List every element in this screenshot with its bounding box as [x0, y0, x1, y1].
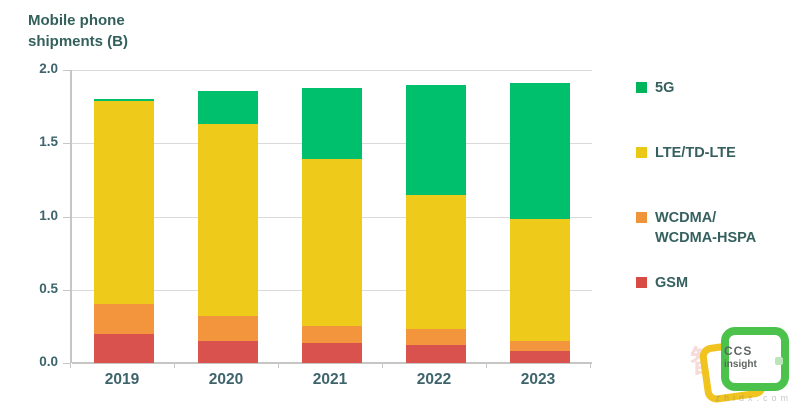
legend-label-gsm: GSM [655, 275, 689, 292]
x-axis-label-2022: 2022 [416, 371, 452, 388]
bar-segment-gsm-2022 [406, 345, 466, 363]
bar-2021 [302, 87, 362, 363]
legend-item-lte-td-lte: LTE/TD-LTE [636, 144, 756, 164]
legend-item-wcdma-wcdma-hspa: WCDMA/ WCDMA-HSPA [636, 209, 756, 248]
gsm-swatch-icon [636, 277, 647, 289]
logo-text-line2: insight [724, 358, 757, 370]
x-axis-label-2023: 2023 [520, 371, 556, 388]
y-axis-label: 0.5 [39, 280, 58, 296]
bar-segment-wcdma-wcdma-hspa-2023 [510, 341, 570, 352]
ccs-insight-logo: CCS insight [698, 327, 792, 405]
x-axis-tick [70, 363, 71, 368]
legend: 5G LTE/TD-LTE WCDMA/ WCDMA-HSPA GSM [636, 79, 756, 294]
bar-segment-lte-td-lte-2020 [198, 124, 258, 317]
y-axis-tick [63, 70, 71, 71]
bar-2023 [510, 83, 570, 363]
bar-segment-5g-2019 [94, 99, 154, 101]
bar-segment-wcdma-wcdma-hspa-2021 [302, 326, 362, 343]
chart-title: Mobile phone shipments (B) [28, 12, 129, 50]
bar-segment-5g-2023 [510, 83, 570, 220]
y-axis-label: 1.5 [39, 134, 58, 150]
legend-label-wcdma-wcdma-hspa: WCDMA/ WCDMA-HSPA [655, 210, 757, 246]
bar-2020 [198, 90, 258, 363]
watermark-url: zhidx.com [715, 393, 792, 403]
x-axis-tick [382, 363, 383, 368]
bar-segment-gsm-2023 [510, 351, 570, 363]
y-axis-label: 0.0 [39, 354, 58, 369]
y-axis-tick [63, 289, 71, 291]
logo-text: CCS insight [724, 344, 757, 370]
5g-swatch-icon [636, 82, 647, 93]
bar-2022 [406, 84, 466, 363]
bar-segment-lte-td-lte-2021 [302, 159, 362, 327]
lte-td-lte-swatch-icon [636, 146, 647, 158]
bar-segment-5g-2022 [406, 84, 466, 195]
bar-segment-wcdma-wcdma-hspa-2020 [198, 316, 258, 342]
bar-segment-lte-td-lte-2019 [94, 100, 154, 305]
bar-segment-gsm-2020 [198, 341, 258, 363]
bar-segment-gsm-2019 [94, 333, 154, 363]
x-axis-tick [278, 363, 279, 368]
plot-area [63, 70, 592, 364]
x-axis-label-2019: 2019 [104, 371, 140, 388]
x-axis-tick [174, 363, 175, 368]
bar-segment-wcdma-wcdma-hspa-2022 [406, 329, 466, 346]
bar-2019 [94, 99, 154, 363]
logo-camera-dot-icon [775, 357, 783, 365]
x-axis-label-2021: 2021 [312, 371, 348, 388]
y-axis-tick [63, 143, 71, 145]
bar-segment-lte-td-lte-2022 [406, 194, 466, 330]
bar-segment-wcdma-wcdma-hspa-2019 [94, 304, 154, 334]
gridline-2.0 [72, 70, 592, 71]
legend-item-5g: 5G [636, 79, 756, 99]
bar-segment-5g-2020 [198, 90, 258, 125]
y-axis-tick [63, 363, 71, 364]
legend-label-lte-td-lte: LTE/TD-LTE [655, 144, 736, 161]
x-axis-label-2020: 2020 [208, 371, 244, 388]
x-axis-tick [486, 363, 487, 368]
y-axis-tick [63, 216, 71, 218]
logo-text-line1: CCS [724, 344, 753, 358]
bar-segment-gsm-2021 [302, 342, 362, 363]
legend-label-5g: 5G [655, 80, 675, 96]
x-axis-tick [590, 363, 591, 368]
y-axis-label: 2.0 [39, 61, 58, 76]
bar-segment-lte-td-lte-2023 [510, 219, 570, 342]
y-axis-label: 1.0 [39, 207, 58, 223]
bar-segment-5g-2021 [302, 87, 362, 160]
legend-item-gsm: GSM [636, 274, 756, 294]
x-axis-line [72, 362, 592, 364]
wcdma-wcdma-hspa-swatch-icon [636, 212, 647, 224]
